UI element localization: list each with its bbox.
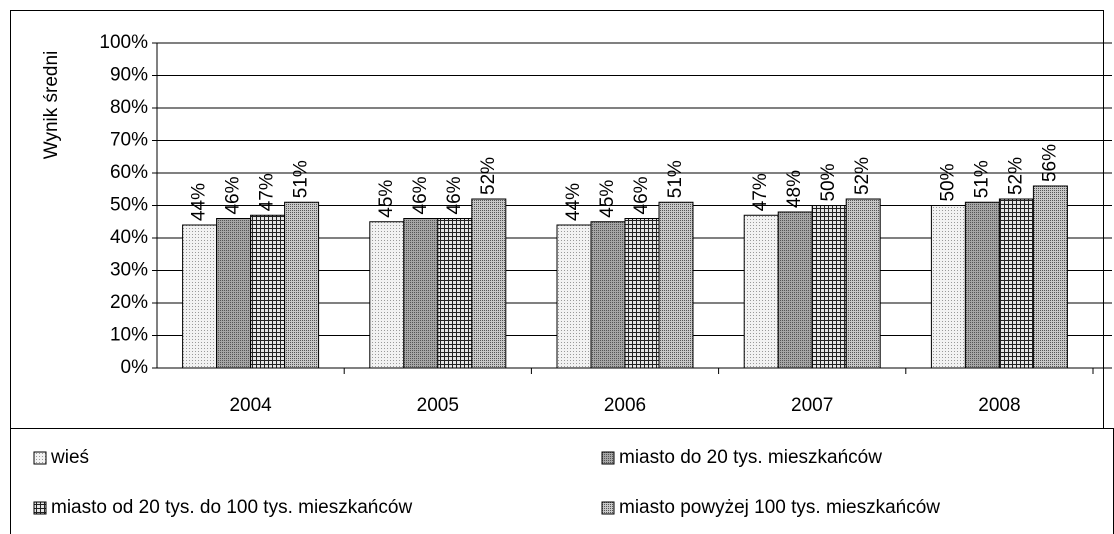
y-tick-label: 50% [110, 195, 148, 216]
value-label: 50% [818, 163, 839, 201]
bar [964, 201, 1000, 369]
value-label: 50% [937, 163, 958, 201]
y-tick-label: 30% [110, 260, 148, 281]
bar [556, 224, 592, 369]
bar [403, 218, 439, 369]
value-label: 46% [410, 176, 431, 214]
legend-swatch [33, 451, 47, 465]
x-tick-label: 2007 [791, 395, 833, 416]
legend-label: wieś [50, 447, 89, 468]
value-label: 47% [750, 173, 771, 211]
value-label: 52% [478, 157, 499, 195]
legend-swatch [33, 501, 47, 515]
legend-box [10, 428, 1114, 534]
legend-swatch [601, 451, 615, 465]
value-label: 45% [597, 180, 618, 218]
bar [590, 221, 626, 369]
y-tick-label: 70% [110, 130, 148, 151]
value-label: 44% [189, 183, 210, 221]
y-axis-label: Wynik średni [41, 51, 62, 160]
value-label: 46% [631, 176, 652, 214]
y-tick-label: 60% [110, 162, 148, 183]
y-tick-label: 0% [121, 357, 149, 378]
y-tick-label: 80% [110, 97, 148, 118]
legend-label: miasto powyżej 100 tys. mieszkańców [619, 497, 940, 518]
value-label: 47% [257, 173, 278, 211]
bar [471, 198, 507, 369]
bar [743, 214, 779, 369]
x-tick-label: 2005 [417, 395, 459, 416]
y-tick-label: 90% [110, 65, 148, 86]
bar [777, 211, 813, 369]
bar [930, 205, 966, 369]
y-tick-label: 40% [110, 227, 148, 248]
x-tick-label: 2006 [604, 395, 646, 416]
bar [845, 198, 881, 369]
value-label: 56% [1039, 144, 1060, 182]
y-tick-label: 100% [99, 32, 148, 53]
bar [182, 224, 218, 369]
bar [811, 205, 847, 369]
legend-label: miasto od 20 tys. do 100 tys. mieszkańcó… [51, 497, 412, 518]
value-label: 46% [223, 176, 244, 214]
x-tick-label: 2004 [229, 395, 272, 416]
value-label: 51% [665, 160, 686, 198]
value-label: 45% [376, 180, 397, 218]
y-tick-label: 10% [110, 325, 148, 346]
legend-swatch [601, 501, 615, 515]
bar [284, 201, 320, 369]
bar [216, 218, 252, 369]
value-label: 51% [971, 160, 992, 198]
y-tick-label: 20% [110, 292, 148, 313]
x-tick-label: 2008 [978, 395, 1020, 416]
value-label: 51% [291, 160, 312, 198]
value-label: 46% [444, 176, 465, 214]
value-label: 52% [852, 157, 873, 195]
value-label: 48% [784, 170, 805, 208]
bar [624, 218, 660, 369]
bar [369, 221, 405, 369]
bar [250, 214, 286, 369]
value-label: 44% [563, 183, 584, 221]
value-label: 52% [1005, 157, 1026, 195]
bar [437, 218, 473, 369]
bar [1032, 185, 1068, 369]
bar [658, 201, 694, 369]
legend-label: miasto do 20 tys. mieszkańców [619, 447, 882, 468]
bar [998, 198, 1034, 369]
